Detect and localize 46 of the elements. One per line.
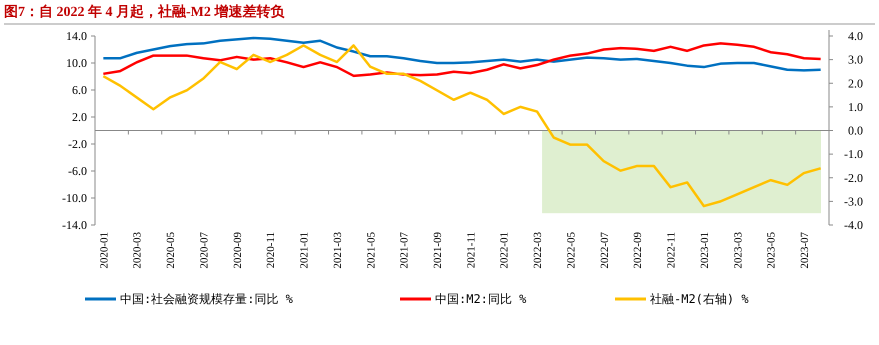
y-tick-label: -2.0 bbox=[68, 137, 87, 151]
legend-label: 中国:社会融资规模存量:同比 % bbox=[120, 292, 294, 306]
y-tick-label: -14.0 bbox=[62, 218, 87, 232]
x-tick-label: 2022-09 bbox=[632, 232, 644, 269]
y2-tick-label: -4.0 bbox=[844, 218, 863, 232]
x-tick-label: 2021-07 bbox=[398, 232, 411, 269]
x-tick-label: 2020-09 bbox=[232, 232, 244, 269]
y2-tick-label: 0.0 bbox=[848, 124, 863, 138]
y2-tick-label: 4.0 bbox=[848, 29, 863, 43]
x-tick-label: 2022-11 bbox=[666, 232, 678, 268]
x-tick-label: 2023-03 bbox=[732, 232, 744, 269]
x-tick-label: 2020-03 bbox=[132, 232, 144, 269]
x-tick-label: 2020-07 bbox=[198, 232, 210, 269]
x-tick-label: 2022-05 bbox=[565, 232, 578, 269]
x-tick-label: 2023-01 bbox=[698, 232, 711, 269]
legend-label: 中国:M2:同比 % bbox=[435, 292, 528, 306]
x-tick-label: 2021-09 bbox=[432, 232, 444, 269]
x-tick-label: 2023-05 bbox=[766, 232, 778, 269]
y2-tick-label: -1.0 bbox=[844, 147, 863, 162]
x-tick-label: 2023-07 bbox=[798, 232, 811, 269]
x-tick-label: 2022-03 bbox=[532, 232, 544, 269]
x-tick-label: 2020-01 bbox=[98, 232, 110, 269]
x-tick-label: 2021-01 bbox=[298, 232, 311, 269]
y2-tick-label: -2.0 bbox=[844, 170, 863, 185]
legend-label: 社融-M2(右轴) % bbox=[650, 292, 750, 306]
y2-tick-label: 3.0 bbox=[848, 52, 863, 67]
y-tick-label: 6.0 bbox=[72, 83, 87, 97]
x-tick-label: 2022-01 bbox=[498, 232, 511, 269]
chart-title: 图7：自 2022 年 4 月起，社融-M2 增速差转负 bbox=[4, 4, 286, 20]
y2-tick-label: -3.0 bbox=[844, 194, 863, 208]
x-tick-label: 2020-05 bbox=[165, 232, 178, 269]
line-series bbox=[102, 44, 822, 208]
y-tick-label: -10.0 bbox=[62, 191, 87, 205]
x-tick-label: 2020-11 bbox=[265, 232, 278, 268]
x-tick-label: 2021-03 bbox=[332, 232, 344, 269]
x-tick-label: 2021-05 bbox=[365, 232, 378, 269]
x-tick-label: 2022-07 bbox=[598, 232, 611, 269]
line-series bbox=[102, 36, 822, 72]
y-tick-label: -6.0 bbox=[68, 164, 87, 178]
x-tick-label: 2021-11 bbox=[465, 232, 478, 268]
y-tick-label: 10.0 bbox=[66, 56, 87, 70]
y2-tick-label: 2.0 bbox=[848, 76, 863, 90]
y-tick-label: 14.0 bbox=[66, 29, 87, 43]
y-tick-label: 2.0 bbox=[72, 110, 87, 124]
y2-tick-label: 1.0 bbox=[848, 100, 863, 114]
line-series bbox=[102, 42, 822, 78]
